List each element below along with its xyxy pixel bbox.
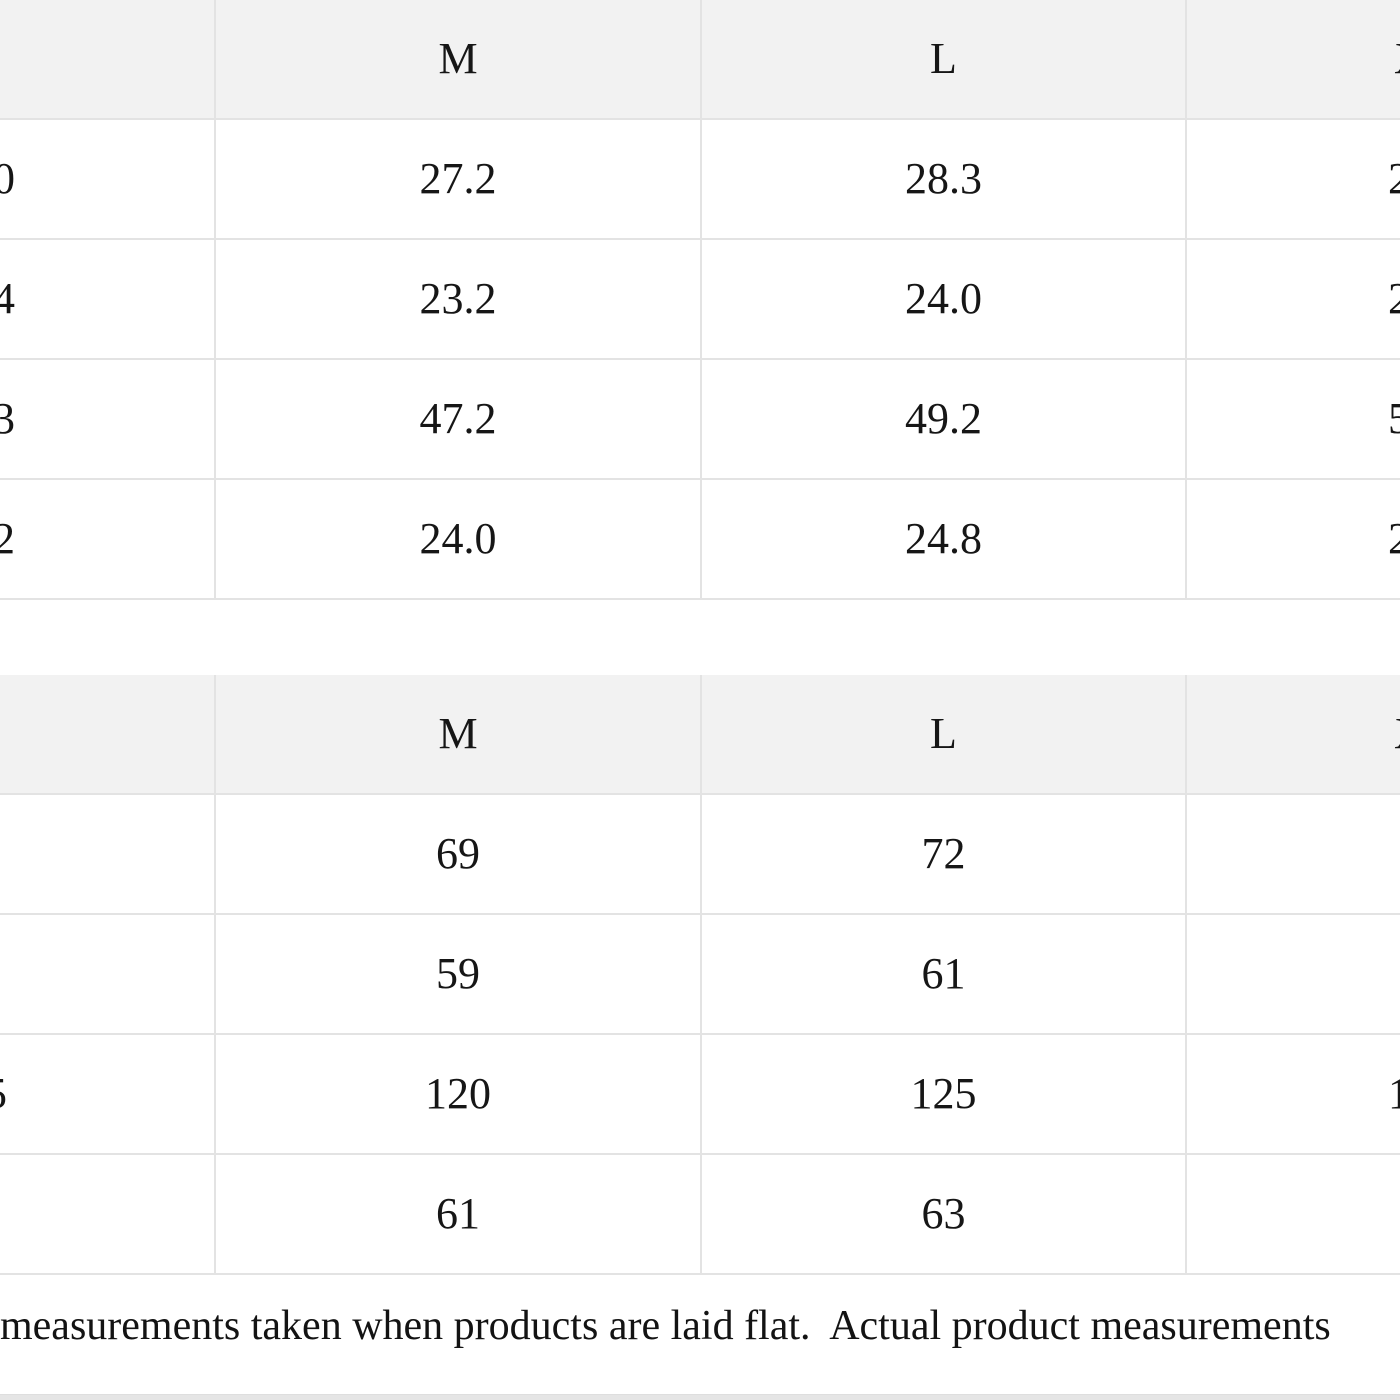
cm-r1-left-clipped-cell (0, 915, 216, 1033)
inches-r0-l-value: 28.3 (905, 154, 982, 203)
cm-r2-l-value: 125 (910, 1069, 977, 1118)
cm-r3-l-value: 63 (921, 1189, 966, 1238)
size-table-cm: M L X 69 72 (0, 675, 1400, 1275)
cm-r1-l-value: 61 (921, 949, 966, 998)
inches-r3-m-cell: 24.0 (216, 480, 702, 598)
inches-r2-m-value: 47.2 (419, 394, 497, 443)
cm-table-row: 5 120 125 1 (0, 1035, 1400, 1155)
cm-r2-m-value: 120 (425, 1069, 491, 1118)
inches-r0-xl-partial-value: 2 (1388, 154, 1400, 203)
inches-header-row: M L X (0, 0, 1400, 120)
inches-r1-m-cell: 23.2 (216, 240, 702, 358)
inches-r2-left-clipped-cell: 3 (0, 360, 216, 478)
cm-header-label-xl-partial: X (1394, 712, 1400, 756)
inches-r1-xl-partial-value: 2 (1388, 274, 1400, 323)
cm-r2-l-cell: 125 (702, 1035, 1187, 1153)
inches-r2-m-cell: 47.2 (216, 360, 702, 478)
inches-header-cell-left-clipped (0, 0, 216, 118)
inches-header-label-l: L (930, 34, 957, 83)
cm-r0-l-value: 72 (921, 829, 966, 878)
inches-r3-xl-clipped-cell: 2 (1187, 480, 1400, 598)
cm-r2-left-clipped-cell: 5 (0, 1035, 216, 1153)
inches-header-cell-l: L (702, 0, 1187, 118)
cm-r1-m-value: 59 (436, 949, 480, 998)
cm-r0-l-cell: 72 (702, 795, 1187, 913)
inches-r1-left-partial-value: 4 (0, 274, 15, 323)
cm-r3-xl-clipped-cell (1187, 1155, 1400, 1273)
inches-r2-l-cell: 49.2 (702, 360, 1187, 478)
inches-r1-m-value: 23.2 (419, 274, 497, 323)
inches-r0-left-clipped-cell: 0 (0, 120, 216, 238)
cm-r1-l-cell: 61 (702, 915, 1187, 1033)
inches-header-label-xl-partial: X (1394, 37, 1400, 81)
inches-r3-l-cell: 24.8 (702, 480, 1187, 598)
size-table-inches: M L X 0 27.2 28.3 2 4 (0, 0, 1400, 600)
inches-r3-m-value: 24.0 (419, 514, 497, 563)
cm-header-label-l: L (930, 709, 957, 758)
inches-table-row: 0 27.2 28.3 2 (0, 120, 1400, 240)
bottom-band (0, 1394, 1400, 1400)
inches-table-row: 2 24.0 24.8 2 (0, 480, 1400, 600)
inches-r1-xl-clipped-cell: 2 (1187, 240, 1400, 358)
inches-r3-l-value: 24.8 (905, 514, 982, 563)
cm-r3-m-cell: 61 (216, 1155, 702, 1273)
inches-r2-xl-partial-value: 5 (1388, 394, 1400, 443)
inches-r0-left-partial-value: 0 (0, 154, 15, 203)
cm-header-cell-left-clipped (0, 675, 216, 793)
cm-r1-m-cell: 59 (216, 915, 702, 1033)
cm-r2-xl-partial-value: 1 (1388, 1069, 1400, 1118)
inches-r1-l-value: 24.0 (905, 274, 982, 323)
measurement-note: measurements taken when products are lai… (0, 1303, 1331, 1349)
cm-r0-xl-clipped-cell (1187, 795, 1400, 913)
cm-header-cell-xl-clipped: X (1187, 675, 1400, 793)
cm-r3-l-cell: 63 (702, 1155, 1187, 1273)
cm-table-row: 61 63 (0, 1155, 1400, 1275)
cm-r0-m-value: 69 (436, 829, 480, 878)
inches-r0-xl-clipped-cell: 2 (1187, 120, 1400, 238)
inches-r1-l-cell: 24.0 (702, 240, 1187, 358)
cm-r0-left-clipped-cell (0, 795, 216, 913)
inches-r1-left-clipped-cell: 4 (0, 240, 216, 358)
cm-r1-xl-clipped-cell (1187, 915, 1400, 1033)
inches-header-cell-m: M (216, 0, 702, 118)
cm-r3-left-clipped-cell (0, 1155, 216, 1273)
inches-r2-xl-clipped-cell: 5 (1187, 360, 1400, 478)
cm-r2-xl-clipped-cell: 1 (1187, 1035, 1400, 1153)
cm-r2-m-cell: 120 (216, 1035, 702, 1153)
cm-r2-left-partial-value: 5 (0, 1072, 7, 1116)
inches-r3-xl-partial-value: 2 (1388, 514, 1400, 563)
inches-r3-left-clipped-cell: 2 (0, 480, 216, 598)
inches-header-label-m: M (438, 34, 478, 83)
cm-table-row: 69 72 (0, 795, 1400, 915)
inches-r3-left-partial-value: 2 (0, 514, 15, 563)
inches-r0-m-value: 27.2 (419, 154, 497, 203)
cm-table-row: 59 61 (0, 915, 1400, 1035)
inches-table-row: 3 47.2 49.2 5 (0, 360, 1400, 480)
inches-table-row: 4 23.2 24.0 2 (0, 240, 1400, 360)
cm-header-cell-l: L (702, 675, 1187, 793)
cm-header-row: M L X (0, 675, 1400, 795)
cm-r3-m-value: 61 (436, 1189, 480, 1238)
inches-header-cell-xl-clipped: X (1187, 0, 1400, 118)
inches-r0-l-cell: 28.3 (702, 120, 1187, 238)
inches-r2-l-value: 49.2 (905, 394, 982, 443)
cm-header-label-m: M (438, 709, 478, 758)
inches-r0-m-cell: 27.2 (216, 120, 702, 238)
cm-header-cell-m: M (216, 675, 702, 793)
cm-r0-m-cell: 69 (216, 795, 702, 913)
inches-r2-left-partial-value: 3 (0, 394, 15, 443)
